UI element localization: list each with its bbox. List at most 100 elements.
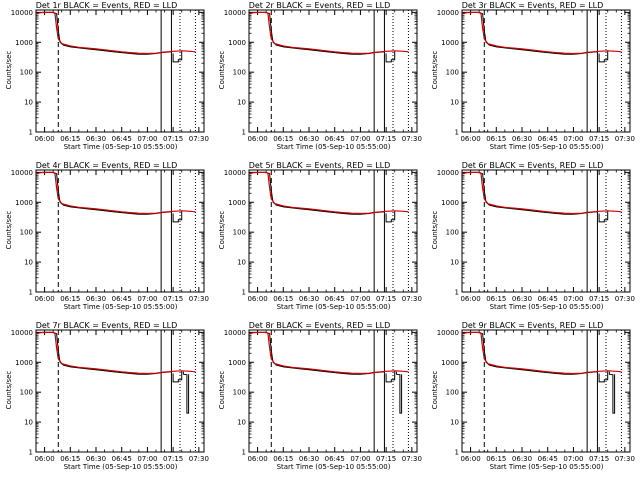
events-line: [36, 11, 172, 55]
detector-panel-2: 1 10 100 1000 10000 06:00 06:15 06:30 06:45 07:00…: [213, 0, 426, 160]
x-tick-label: 06:15: [60, 455, 80, 463]
x-tick-label: 07:00: [137, 135, 157, 143]
x-tick-label: 06:30: [299, 135, 319, 143]
detector-panel-8: 1 10 100 1000 10000 06:00 06:15 06:30 06:45 07:00…: [213, 320, 426, 480]
y-tick-label: 100: [20, 229, 33, 237]
x-tick-label: 06:00: [460, 135, 480, 143]
panel-title: Det 3r BLACK = Events, RED = LLD: [461, 1, 604, 10]
x-axis-label: Start Time (05-Sep-10 05:55:00): [276, 303, 391, 311]
y-tick-label: 10000: [224, 329, 246, 337]
y-tick-label: 10: [237, 99, 246, 107]
x-tick-label: 06:15: [486, 295, 506, 303]
detector-panel-4: 1 10 100 1000 10000 06:00 06:15 06:30 06:45 07:00…: [0, 160, 213, 320]
x-tick-label: 06:45: [325, 455, 345, 463]
y-axis-label: Counts/sec: [431, 210, 439, 250]
events-tail: [598, 211, 609, 223]
y-tick-label: 1000: [441, 39, 459, 47]
y-tick-label: 1000: [228, 39, 246, 47]
x-tick-label: 07:15: [376, 295, 396, 303]
y-tick-label: 10000: [437, 169, 459, 177]
lld-line: [36, 331, 196, 375]
x-tick-label: 07:15: [163, 135, 183, 143]
events-line: [462, 331, 598, 375]
lld-line: [462, 171, 622, 215]
plot-area: [36, 330, 196, 452]
x-tick-label: 06:30: [86, 295, 106, 303]
x-tick-label: 06:00: [34, 455, 54, 463]
detector-panel-6: 1 10 100 1000 10000 06:00 06:15 06:30 06:45 07:00…: [426, 160, 639, 320]
x-axis-label: Start Time (05-Sep-10 05:55:00): [63, 303, 178, 311]
plot-frame: [35, 9, 205, 133]
events-tail: [598, 371, 609, 383]
y-tick-label: 100: [233, 69, 246, 77]
panel-title: Det 7r BLACK = Events, RED = LLD: [35, 321, 178, 330]
x-tick-label: 06:45: [325, 295, 345, 303]
x-tick-label: 06:15: [273, 295, 293, 303]
y-axis-label: Counts/sec: [218, 370, 226, 410]
x-tick-label: 07:15: [589, 455, 609, 463]
y-tick-label: 1: [455, 129, 459, 137]
plot-frame: [248, 169, 418, 293]
x-axis-label: Start Time (05-Sep-10 05:55:00): [63, 143, 178, 151]
events-drop: [608, 371, 616, 414]
y-tick-label: 1: [242, 129, 246, 137]
y-tick-label: 100: [446, 389, 459, 397]
panel-title: Det 6r BLACK = Events, RED = LLD: [461, 161, 604, 170]
x-tick-label: 06:30: [512, 455, 532, 463]
events-drop: [182, 371, 190, 414]
x-tick-label: 07:30: [402, 455, 422, 463]
plot-area: [36, 170, 196, 292]
y-tick-label: 100: [446, 229, 459, 237]
x-tick-label: 07:30: [402, 295, 422, 303]
lld-line: [36, 171, 196, 215]
x-tick-label: 06:30: [512, 135, 532, 143]
panel-title: Det 8r BLACK = Events, RED = LLD: [248, 321, 391, 330]
y-axis-label: Counts/sec: [5, 50, 13, 90]
y-axis-label: Counts/sec: [218, 210, 226, 250]
lld-line: [249, 331, 409, 375]
y-tick-label: 1: [455, 289, 459, 297]
y-tick-label: 10000: [224, 9, 246, 17]
events-line: [249, 11, 385, 55]
x-tick-label: 06:00: [34, 135, 54, 143]
x-tick-label: 06:15: [486, 135, 506, 143]
x-tick-label: 06:45: [325, 135, 345, 143]
y-tick-label: 1: [242, 289, 246, 297]
x-tick-label: 07:15: [163, 455, 183, 463]
x-axis-label: Start Time (05-Sep-10 05:55:00): [276, 463, 391, 471]
plot-frame: [35, 169, 205, 293]
x-tick-label: 06:45: [538, 295, 558, 303]
y-tick-label: 10: [450, 99, 459, 107]
x-tick-label: 06:00: [460, 295, 480, 303]
plot-area: [249, 170, 409, 292]
y-tick-label: 10: [450, 419, 459, 427]
x-tick-label: 07:30: [615, 455, 635, 463]
lld-line: [462, 11, 622, 55]
x-tick-label: 07:15: [376, 455, 396, 463]
x-tick-label: 07:00: [563, 455, 583, 463]
x-tick-label: 07:00: [563, 295, 583, 303]
x-tick-label: 06:15: [273, 455, 293, 463]
panel-title: Det 5r BLACK = Events, RED = LLD: [248, 161, 391, 170]
x-axis-label: Start Time (05-Sep-10 05:55:00): [489, 463, 604, 471]
x-tick-label: 06:00: [247, 455, 267, 463]
x-axis-label: Start Time (05-Sep-10 05:55:00): [489, 143, 604, 151]
x-tick-label: 06:45: [538, 455, 558, 463]
detector-panel-1: 1 10 100 1000 10000 06:00 06:15 06:30 06:45 07:00…: [0, 0, 213, 160]
y-tick-label: 100: [20, 389, 33, 397]
y-tick-label: 10: [237, 259, 246, 267]
x-tick-label: 07:00: [350, 295, 370, 303]
panel-title: Det 9r BLACK = Events, RED = LLD: [461, 321, 604, 330]
y-tick-label: 1: [29, 289, 33, 297]
y-tick-label: 10: [450, 259, 459, 267]
x-tick-label: 07:30: [189, 295, 209, 303]
y-tick-label: 1000: [15, 359, 33, 367]
lld-line: [249, 171, 409, 215]
plot-area: [249, 330, 409, 452]
plot-svg: 1 10 100 1000 10000 06:00 06:15 06:30 06:45 07:00…: [11, 9, 209, 143]
plot-area: [462, 330, 622, 452]
panel-title: Det 2r BLACK = Events, RED = LLD: [248, 1, 391, 10]
y-tick-label: 100: [20, 69, 33, 77]
events-line: [249, 171, 385, 215]
